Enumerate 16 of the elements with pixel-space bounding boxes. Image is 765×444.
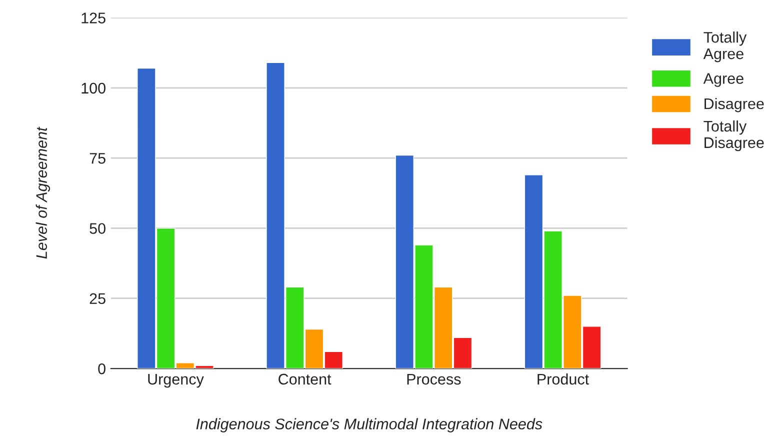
- y-tick-label: 50: [90, 223, 106, 234]
- x-tick-label: Product: [538, 373, 589, 385]
- x-tick-label: Process: [407, 374, 461, 385]
- x-tick-label: Urgency: [148, 374, 204, 388]
- legend-label: Agree: [703, 73, 744, 87]
- legend-label: Totally Agree: [703, 32, 747, 62]
- y-tick-label: 75: [90, 153, 106, 164]
- y-tick-label: 100: [82, 82, 106, 94]
- y-tick-label: 0: [98, 363, 106, 374]
- x-axis-title: Indigenous Science's Multimodal Integration Needs: [196, 418, 542, 432]
- legend-label: Disagree: [704, 98, 764, 112]
- legend-label: Totally Disagree: [704, 120, 764, 152]
- x-tick-label: Content: [278, 374, 332, 385]
- y-axis-title: Level of Agreement: [36, 126, 50, 259]
- y-tick-label: 25: [90, 293, 106, 304]
- y-tick-label: 125: [82, 12, 106, 24]
